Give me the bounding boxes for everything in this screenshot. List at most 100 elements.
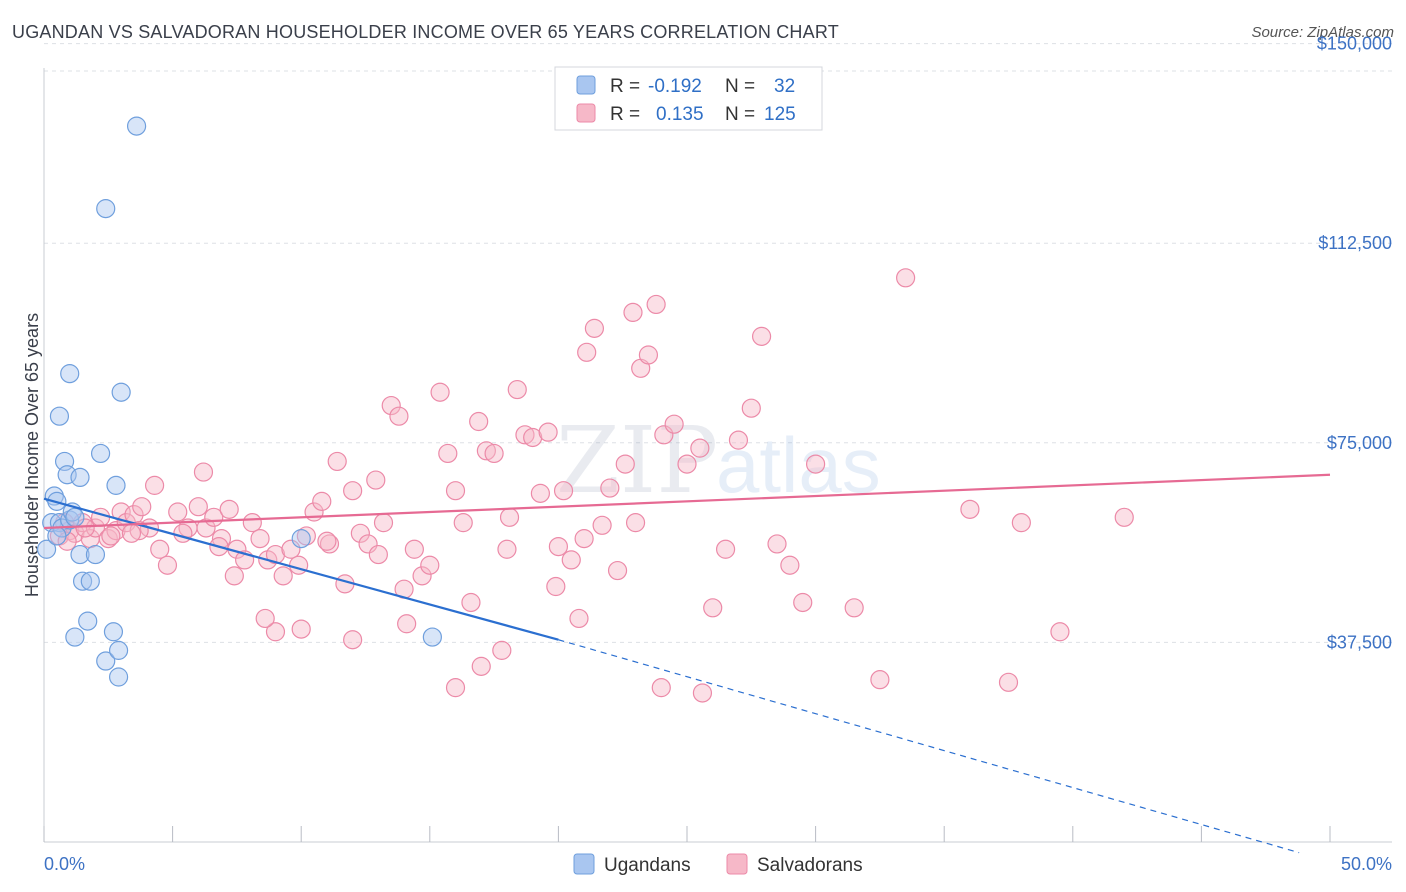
data-point (85, 518, 106, 538)
data-point (438, 443, 458, 464)
data-point (96, 651, 116, 671)
data-point (561, 550, 581, 570)
y-tick-label: $37,500 (1327, 632, 1392, 652)
bottom-legend-label-ugandans: Ugandans (604, 855, 691, 876)
data-point (193, 462, 214, 482)
data-point (461, 592, 481, 613)
data-point (265, 622, 286, 642)
legend-r-value-salvadorans: 0.135 (656, 104, 704, 125)
legend-swatch-ugandans (576, 75, 596, 95)
data-point (291, 619, 311, 639)
data-point (366, 470, 386, 490)
data-point (327, 451, 347, 472)
legend-n-value-ugandans: 32 (774, 76, 795, 97)
y-axis-label: Householder Income Over 65 years (22, 313, 42, 597)
ugandan-points (36, 116, 442, 687)
bottom-legend-label-salvadorans: Salvadorans (757, 855, 863, 876)
data-point (484, 443, 504, 464)
data-point (492, 640, 512, 660)
x-tick-label-min: 0.0% (44, 854, 85, 874)
data-point (844, 598, 864, 618)
data-point (90, 443, 111, 464)
data-point (577, 342, 597, 362)
data-point (751, 326, 772, 346)
legend-r-value-ugandans: -0.192 (648, 76, 702, 97)
data-point (242, 513, 262, 533)
data-point (289, 555, 309, 575)
chart-source: Source: ZipAtlas.com (1251, 24, 1394, 41)
trend-lines (43, 473, 1331, 854)
trendline-ugandans (43, 497, 559, 641)
data-point (126, 116, 147, 136)
bottom-legend: Ugandans Salvadorans (573, 853, 863, 876)
watermark-zip: ZIP (556, 407, 718, 514)
data-point (715, 539, 736, 559)
data-point (132, 497, 152, 517)
data-point (623, 302, 643, 323)
data-point (291, 529, 311, 549)
data-point (728, 430, 749, 450)
data-point (317, 531, 337, 551)
data-point (49, 406, 70, 426)
data-point (646, 294, 666, 315)
salvadoran-points (49, 268, 1134, 703)
data-point (445, 481, 466, 501)
data-point (546, 576, 566, 597)
data-point (188, 497, 208, 517)
data-point (523, 427, 543, 448)
data-point (530, 483, 550, 503)
trendline-ugandans-extension (558, 639, 1300, 854)
data-point (168, 502, 188, 522)
legend-frame (554, 66, 823, 131)
legend-box: R = -0.192 N = 32 R = 0.135 N = 125 (554, 66, 823, 131)
data-point (870, 670, 890, 690)
data-point (574, 529, 594, 549)
data-point (373, 513, 394, 533)
data-point (111, 382, 131, 402)
data-point (805, 454, 826, 474)
data-point (793, 592, 813, 613)
data-point (101, 526, 121, 546)
data-point (60, 364, 80, 384)
data-point (780, 555, 800, 575)
bottom-legend-swatch-ugandans (573, 853, 595, 875)
data-point (70, 467, 90, 488)
data-point (412, 566, 432, 586)
data-point (312, 491, 332, 511)
legend-n-label-ugandans: N = (725, 76, 755, 97)
data-point (381, 395, 401, 416)
data-point (90, 507, 111, 527)
legend-n-label-salvadorans: N = (725, 104, 755, 125)
legend-swatch-salvadorans (576, 103, 596, 123)
data-point (343, 481, 363, 501)
data-point (615, 454, 635, 474)
data-point (108, 667, 129, 687)
data-point (553, 481, 574, 501)
data-point (422, 627, 442, 647)
data-point (430, 382, 450, 402)
data-point (1114, 507, 1134, 527)
data-point (1050, 622, 1070, 642)
data-point (538, 422, 558, 442)
y-tick-label: $150,000 (1317, 34, 1392, 54)
y-tick-label: $112,500 (1318, 233, 1392, 253)
data-point (96, 199, 116, 219)
data-point (703, 598, 723, 618)
data-point (343, 630, 363, 650)
data-point (476, 441, 496, 461)
data-point (65, 507, 85, 527)
x-tick-label-max: 50.0% (1341, 854, 1392, 874)
data-point (255, 608, 275, 629)
data-point (250, 529, 270, 549)
data-point (651, 678, 671, 698)
data-point (741, 398, 761, 418)
data-point (397, 614, 417, 634)
data-point (108, 640, 129, 660)
data-point (296, 526, 316, 546)
x-axis-ticks (43, 826, 1331, 842)
data-point (548, 536, 569, 557)
data-point (80, 571, 100, 591)
data-point (453, 513, 473, 533)
data-point (404, 539, 424, 559)
watermark: ZIP atlas (556, 407, 881, 514)
